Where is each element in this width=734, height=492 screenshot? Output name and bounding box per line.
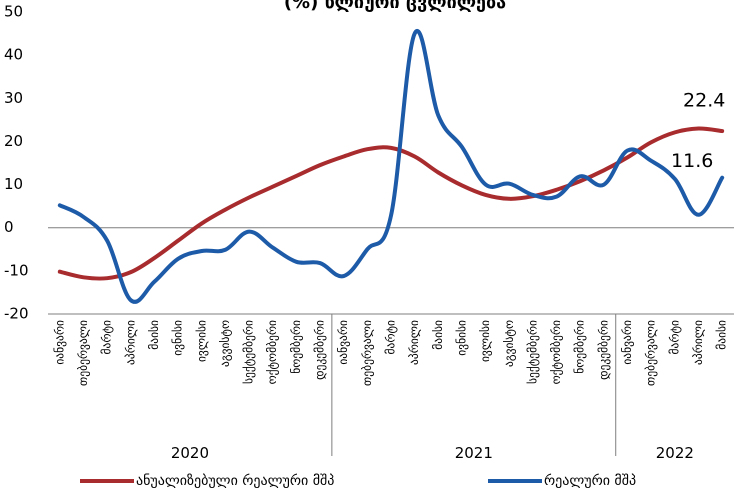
data-label: 11.6 bbox=[671, 150, 713, 172]
data-label: 22.4 bbox=[683, 90, 725, 112]
y-tick-label: 40 bbox=[4, 46, 23, 64]
x-axis: იანვარი თებერვალი მარტი აპრილი მაისი ივნისი ივ… bbox=[48, 227, 734, 462]
x-tick-label: ოქტომბერი bbox=[265, 320, 279, 384]
x-tick-label: იანვარი bbox=[620, 320, 634, 365]
year-label: 2021 bbox=[455, 444, 493, 462]
x-tick-label: მაისი bbox=[431, 320, 445, 350]
y-axis: -20 -10 0 10 20 30 40 50 bbox=[4, 3, 29, 323]
x-tick-label: მარტი bbox=[667, 320, 681, 355]
x-tick-label: აპრილი bbox=[123, 320, 137, 365]
x-tick-label: აპრილი bbox=[407, 320, 421, 365]
x-tick-label: იანვარი bbox=[336, 320, 350, 365]
y-tick-label: 20 bbox=[4, 132, 23, 150]
year-label: 2020 bbox=[171, 444, 209, 462]
y-tick-label: -20 bbox=[4, 305, 29, 323]
x-tick-label: აგვისტო bbox=[218, 320, 232, 367]
x-tick-label: მარტი bbox=[384, 320, 398, 355]
chart-title: (%) წლიური ცვლილება bbox=[284, 0, 506, 13]
data-labels: 22.4 11.6 bbox=[671, 90, 725, 173]
x-tick-label: მაისი bbox=[715, 320, 729, 350]
y-tick-label: 10 bbox=[4, 175, 23, 193]
x-tick-label: ივლისი bbox=[478, 320, 492, 362]
y-tick-label: 0 bbox=[4, 218, 14, 236]
x-tick-label: ივნისი bbox=[171, 320, 185, 356]
x-tick-label: ივლისი bbox=[194, 320, 208, 362]
legend: ანუალიზებული რეალური მშპ რეალური მშპ bbox=[80, 472, 636, 489]
x-tick-label: თებერვალი bbox=[644, 320, 658, 386]
x-tick-label: ნოემბერი bbox=[289, 320, 303, 374]
series-lines bbox=[57, 29, 725, 304]
x-tick-label: სექტემბერი bbox=[525, 320, 539, 384]
y-tick-label: -10 bbox=[4, 261, 29, 279]
y-tick-label: 30 bbox=[4, 89, 23, 107]
x-tick-label: მარტი bbox=[100, 320, 114, 355]
x-tick-label: იანვარი bbox=[52, 320, 66, 365]
x-tick-label: ივნისი bbox=[454, 320, 468, 356]
legend-label: რეალური მშპ bbox=[544, 472, 636, 489]
legend-label: ანუალიზებული რეალური მშპ bbox=[136, 472, 334, 489]
x-tick-label: სექტემბერი bbox=[242, 320, 256, 384]
x-tick-label: ოქტომბერი bbox=[549, 320, 563, 384]
x-tick-label: მაისი bbox=[147, 320, 161, 350]
series-line-annualized-gdp bbox=[57, 126, 725, 281]
x-tick-label: დეკემბერი bbox=[313, 320, 327, 380]
x-tick-label: დეკემბერი bbox=[596, 320, 610, 380]
x-tick-label: თებერვალი bbox=[76, 320, 90, 386]
y-tick-label: 50 bbox=[4, 3, 23, 21]
x-tick-label: თებერვალი bbox=[360, 320, 374, 386]
year-label: 2022 bbox=[656, 444, 694, 462]
x-tick-label: აგვისტო bbox=[502, 320, 516, 367]
x-tick-label: ნოემბერი bbox=[573, 320, 587, 374]
series-line-real-gdp bbox=[57, 29, 725, 304]
x-tick-label: აპრილი bbox=[691, 320, 705, 365]
